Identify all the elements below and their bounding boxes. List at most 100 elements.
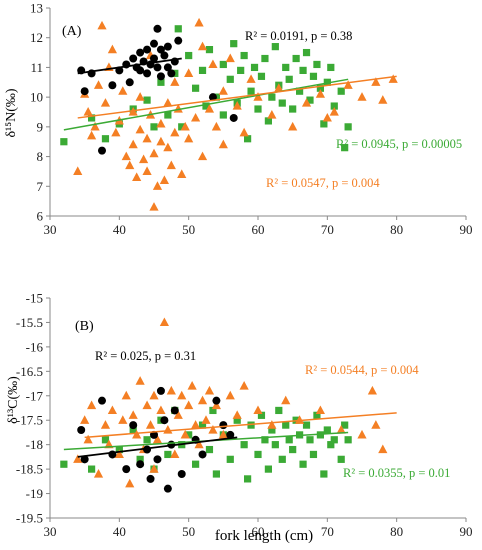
panel-a-point-orange [73,166,83,176]
panel-b-annotation-orange: R² = 0.0544, p = 0.004 [305,363,419,377]
panel-a-y-tick-label: 12 [30,30,43,45]
panel-b-y-tick-label: -17 [26,388,44,403]
panel-a-point-green [344,123,352,131]
panel-a-point-green [296,87,304,95]
panel-b-point-orange [156,405,166,415]
panel-a-point-orange [100,98,111,107]
panel-a-point-green [192,84,200,92]
panel-b-y-tick-label: -16.5 [16,364,43,379]
panel-a-point-orange [267,109,277,119]
panel-a-point-orange [118,86,128,95]
panel-b-point-green [88,465,96,473]
panel-b-point-orange [83,434,93,444]
panel-b-point-green [136,455,144,463]
panel-b-point-black [163,484,172,493]
panel-b-point-green [209,406,217,415]
panel-b-point-orange [163,425,173,434]
panel-b-y-axis-label: δ¹³C(‰) [6,376,21,424]
panel-a-point-green [230,40,238,48]
panel-a-point-black [167,69,176,78]
panel-a-y-tick-label: 13 [30,1,43,16]
panel-b-point-green [205,445,214,454]
panel-a-annotation-green: R² = 0.0945, p = 0.00005 [336,137,462,151]
panel-a-point-orange [163,98,173,107]
panel-a-point-black [163,42,172,51]
panel-b-point-orange [107,405,117,415]
panel-b-point-orange [208,425,218,434]
panel-a-point-green [264,117,272,125]
panel-a-point-orange [329,107,339,116]
panel-a-point-orange [184,133,194,143]
panel-b-point-orange [166,385,176,395]
panel-a-point-orange [322,112,332,122]
panel-a-point-green [143,96,151,104]
panel-a-point-orange [225,53,235,63]
panel-a-y-tick-label: 7 [37,179,44,194]
panel-a-point-orange [197,41,208,51]
panel-a-point-orange [288,121,298,131]
panel-a-y-axis-label: δ¹⁵N(‰) [4,88,19,137]
panel-b-y-tick-label: -18 [26,437,43,452]
panel-b-point-orange [118,415,128,424]
panel-b-point-orange [371,420,381,429]
panel-b-x-tick-label: 90 [460,524,473,539]
panel-b-point-orange [100,420,111,429]
panel-a-point-orange [378,95,388,104]
panel-a-x-tick-label: 50 [182,222,195,237]
panel-a-point-green [282,63,290,72]
panel-b-point-orange [211,400,221,410]
panel-a-trendline-green [63,78,349,131]
panel-a-point-black [174,36,183,45]
panel-b-point-orange [204,385,215,395]
panel-a-point-green [299,66,307,74]
panel-a-point-green [261,54,269,63]
panel-a-point-green [219,60,227,69]
panel-b-point-black [177,470,186,478]
panel-a-point-black [129,54,138,63]
panel-b-label: (B) [75,319,94,334]
panel-a-point-green [88,114,96,122]
panel-a-label: (A) [62,24,82,39]
panel-a-point-green [292,54,300,63]
panel-a-point-green [244,135,252,143]
panel-b-point-orange [125,478,135,488]
panel-a-point-green [174,25,182,33]
panel-b-point-green [285,436,293,444]
panel-b-point-orange [187,381,197,390]
panel-a-point-orange [232,101,242,110]
panel-a-point-orange [177,169,187,178]
panel-a-point-orange [388,74,398,83]
panel-b-point-orange [197,395,208,405]
panel-b-marks [60,317,397,493]
panel-b-point-orange [159,317,169,327]
panel-a: 30 40 50 60 70 80 90 6 7 8 9 10 11 12 13 (A) δ¹⁵N(‰) R… [4,1,473,238]
panel-b-point-orange [180,429,190,439]
panel-b-point-orange [149,464,159,473]
panel-b-point-orange [149,390,159,400]
panel-a-point-orange [194,17,204,27]
panel-b-trendline-orange [84,412,397,439]
panel-b-point-orange [121,390,131,400]
panel-a-point-green [247,87,255,95]
panel-b-point-orange [191,420,201,429]
panel-b-point-green [101,436,110,444]
panel-a-point-green [320,120,328,128]
panel-a-point-orange [180,121,190,131]
panel-b-point-black [219,421,228,430]
panel-b-y-tick-label: -16 [26,339,44,354]
panel-b-point-green [212,470,220,478]
panel-a-point-orange [142,166,152,176]
panel-a-point-orange [357,92,367,101]
panel-a-point-black [136,48,145,57]
panel-b-point-green [299,460,307,468]
panel-b-point-orange [315,405,325,415]
panel-a-point-black [150,54,158,63]
panel-b-point-black [153,455,162,464]
panel-a-point-green [306,96,314,104]
panel-a-point-orange [121,151,131,161]
panel-b-point-green [306,436,314,444]
panel-b-point-black [98,396,106,405]
panel-a-point-black [208,93,217,102]
panel-a-point-green [337,87,345,95]
